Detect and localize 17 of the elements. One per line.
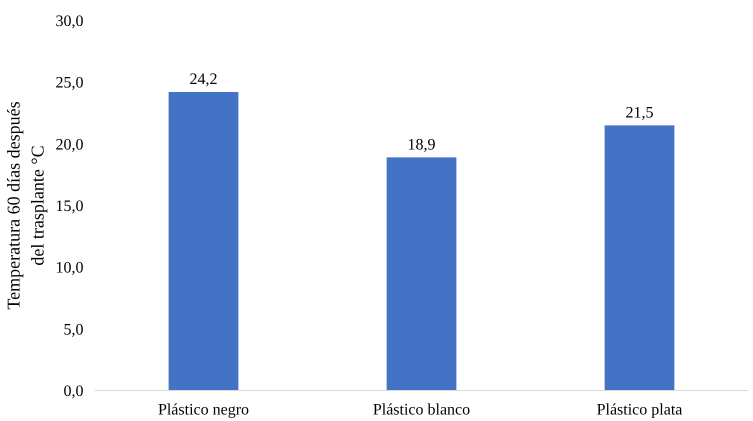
- y-tick-label: 30,0: [56, 13, 84, 30]
- bar: [386, 157, 456, 390]
- data-label: 18,9: [408, 136, 436, 154]
- y-tick-label: 20,0: [56, 136, 84, 154]
- data-label: 21,5: [626, 104, 654, 122]
- y-axis-title: Temperatura 60 días después del trasplante °C: [4, 101, 48, 310]
- x-tick-label: Plástico plata: [596, 402, 682, 418]
- y-tick-label: 25,0: [56, 74, 84, 92]
- y-tick-label: 0,0: [64, 383, 84, 400]
- x-tick-label: Plástico blanco: [372, 402, 470, 418]
- data-label: 24,2: [190, 71, 218, 88]
- bar: [604, 125, 674, 390]
- y-tick-label: 15,0: [56, 198, 84, 215]
- bar: [168, 92, 238, 390]
- y-tick-label: 5,0: [64, 321, 84, 338]
- x-tick-label: Plástico negro: [158, 402, 250, 418]
- y-tick-label: 10,0: [56, 260, 84, 277]
